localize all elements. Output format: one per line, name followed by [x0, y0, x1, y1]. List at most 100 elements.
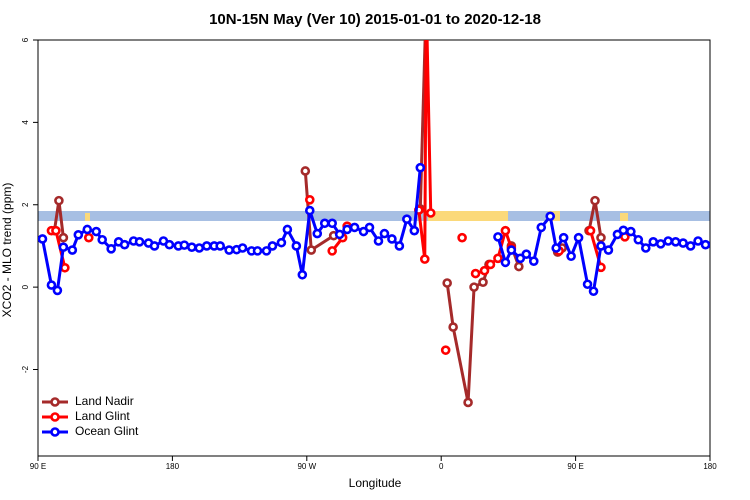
data-point [440, 345, 451, 355]
data-point [364, 222, 375, 233]
data-point [514, 261, 524, 272]
data-point [493, 232, 503, 242]
data-point [82, 224, 93, 235]
data-point [588, 286, 599, 297]
data-point [670, 237, 681, 247]
data-point [551, 243, 561, 253]
data-point [342, 224, 352, 235]
data-point [678, 238, 688, 248]
data-point [201, 241, 212, 251]
data-point [521, 249, 532, 259]
data-point [423, 0, 430, 2]
data-point [187, 242, 197, 252]
data-point [134, 237, 145, 247]
y-tick-label: 2 [21, 202, 30, 207]
x-tick-label: 90 E [30, 462, 46, 471]
data-point [612, 229, 623, 240]
data-point [327, 218, 337, 229]
data-point [327, 246, 337, 256]
data-point [506, 245, 517, 255]
data-point [573, 232, 584, 243]
data-point [312, 228, 323, 239]
data-point [379, 228, 390, 239]
data-point [267, 241, 278, 251]
data-point [58, 242, 69, 252]
data-point [334, 229, 345, 240]
data-point [358, 226, 369, 237]
plot-area [38, 0, 710, 408]
data-point [626, 226, 636, 237]
y-tick-label: 4 [21, 120, 30, 125]
data-point [419, 254, 430, 264]
x-axis-label: Longitude [349, 476, 402, 490]
data-point [700, 239, 710, 250]
data-point [51, 225, 61, 236]
data-point [515, 253, 526, 264]
data-point [603, 245, 614, 255]
legend-label: Land Glint [75, 409, 130, 423]
data-point [300, 166, 311, 176]
data-point [566, 251, 576, 262]
data-point [291, 241, 302, 251]
data-point [409, 225, 420, 236]
data-point [58, 232, 69, 243]
series-line [417, 40, 433, 260]
series-line [418, 40, 427, 209]
data-point [457, 232, 467, 243]
y-tick-label: 6 [21, 37, 30, 42]
data-point [52, 285, 63, 296]
data-point [582, 279, 593, 290]
data-point [655, 239, 666, 249]
data-point [536, 222, 547, 233]
data-point [304, 205, 315, 216]
data-point [349, 222, 360, 233]
data-point [596, 241, 606, 251]
x-tick-label: 90 W [297, 462, 316, 471]
y-tick-label: -2 [21, 365, 30, 373]
data-point [91, 226, 102, 237]
data-point [633, 234, 644, 245]
data-point [106, 244, 116, 254]
data-point [545, 211, 556, 222]
data-point [448, 322, 458, 332]
x-tick-label: 180 [166, 462, 180, 471]
legend-label: Land Nadir [75, 394, 134, 408]
data-point [693, 236, 703, 246]
data-point [402, 214, 412, 224]
data-point [423, 0, 430, 2]
data-point [528, 256, 539, 266]
data-point [179, 240, 190, 250]
data-point [463, 397, 473, 408]
x-tick-label: 180 [703, 462, 717, 471]
legend-marker [50, 427, 60, 437]
data-point [558, 232, 569, 243]
data-point [648, 237, 659, 247]
data-point [387, 234, 397, 244]
data-point [500, 225, 511, 236]
plot-frame [37, 39, 711, 457]
data-point [252, 246, 263, 256]
data-point [261, 246, 272, 256]
data-point [306, 245, 317, 255]
data-point [60, 262, 70, 273]
data-point [297, 269, 308, 280]
legend-marker [50, 412, 60, 422]
data-point [304, 195, 315, 205]
data-point [164, 239, 175, 250]
map-strip [38, 211, 710, 221]
data-point [663, 236, 673, 246]
data-point [83, 232, 94, 243]
data-point [415, 162, 426, 173]
data-point [485, 259, 496, 270]
data-point [67, 245, 78, 255]
data-point [46, 280, 57, 290]
data-point [479, 265, 490, 276]
data-point [215, 241, 225, 251]
data-point [585, 225, 596, 236]
data-point [373, 236, 384, 246]
data-point [640, 243, 651, 253]
chart-title: 10N-15N May (Ver 10) 2015-01-01 to 2020-… [209, 11, 541, 28]
data-point [194, 243, 205, 253]
data-point [442, 278, 452, 288]
